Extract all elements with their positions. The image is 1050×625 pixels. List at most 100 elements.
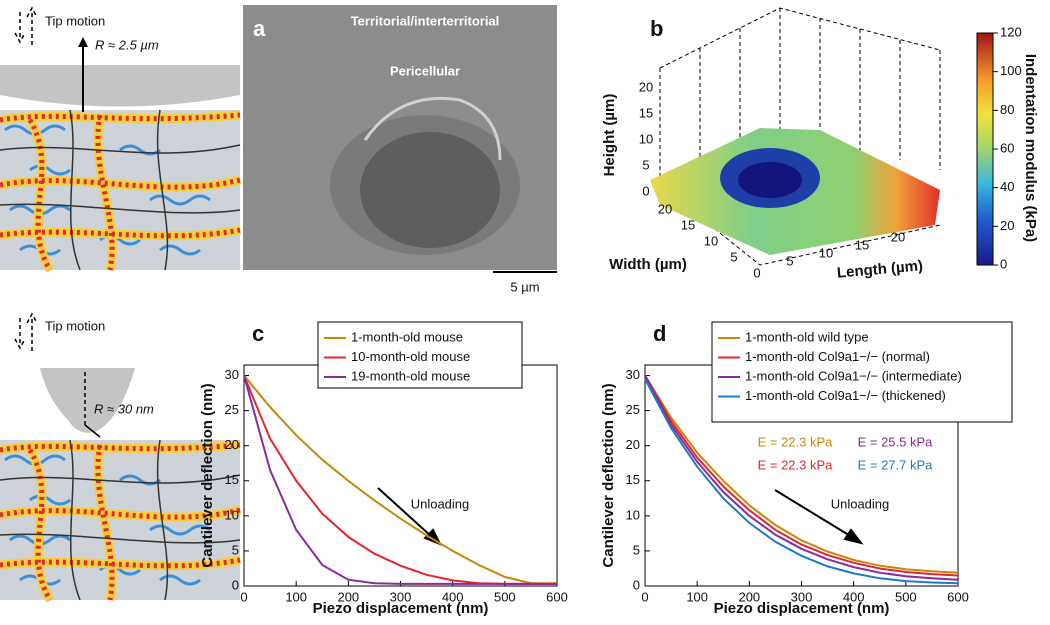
radius-arrow (84, 424, 101, 438)
y-tick-label: 0 (633, 577, 640, 592)
data-line (644, 375, 959, 581)
x-tick-label: 400 (843, 589, 865, 604)
pericellular-edge (363, 96, 502, 161)
x-axis-label: Piezo displacement (nm) (313, 600, 489, 617)
x-tick-label: 200 (337, 589, 359, 604)
axis-tick-label: 10 (819, 245, 833, 260)
annotation: Unloading (831, 496, 890, 511)
axis-tick-label: 0 (753, 265, 760, 280)
axis-tick-label: 5 (730, 249, 737, 264)
x-axis-label: Piezo displacement (nm) (714, 600, 890, 617)
axis-tick-label: 15 (639, 105, 653, 120)
axis-label: Height (µm) (601, 94, 618, 177)
x-tick-label: 100 (686, 589, 708, 604)
data-line (243, 375, 557, 585)
colorbar-tick-label: 60 (1000, 140, 1014, 155)
x-tick-label: 0 (641, 589, 648, 604)
x-tick-label: 0 (240, 589, 247, 604)
y-tick-label: 15 (225, 472, 239, 487)
annotation: E = 27.7 kPa (858, 457, 934, 472)
y-tick-label: 5 (633, 542, 640, 557)
plot-frame (243, 364, 558, 587)
axis-tick-label: 15 (855, 237, 869, 252)
axis-tick-label: 5 (786, 253, 793, 268)
panel-label: c (252, 321, 264, 346)
tip-motion: Tip motion (45, 318, 105, 333)
data-line (644, 374, 959, 574)
legend-label: 1-month-old wild type (745, 329, 869, 344)
axis-tick-label: 5 (642, 157, 649, 172)
axis-label: Width (µm) (609, 256, 687, 273)
axis-tick-label: 15 (681, 217, 695, 232)
y-tick-label: 25 (626, 402, 640, 417)
afm-tip-sphere (0, 65, 240, 107)
legend-label: 19-month-old mouse (351, 368, 470, 383)
panel-label: d (653, 321, 666, 346)
x-tick-label: 300 (791, 589, 813, 604)
cell-depression-core (738, 162, 802, 198)
y-tick-label: 30 (225, 367, 239, 382)
colorbar-tick-label: 20 (1000, 218, 1014, 233)
y-tick-label: 10 (626, 507, 640, 522)
x-tick-label: 300 (390, 589, 412, 604)
x-tick-label: 600 (947, 589, 969, 604)
annotation: Unloading (411, 496, 470, 511)
x-tick-label: 600 (546, 589, 568, 604)
y-tick-label: 0 (232, 577, 239, 592)
colorbar-tick-label: 100 (1000, 63, 1022, 78)
afm-tip-sharp (40, 368, 135, 433)
y-tick-label: 15 (626, 472, 640, 487)
y-axis-label: Cantilever deflection (nm) (199, 383, 216, 567)
x-tick-label: 400 (442, 589, 464, 604)
x-tick-label: 100 (285, 589, 307, 604)
colorbar-tick-label: 40 (1000, 179, 1014, 194)
tip-motion-arrows (14, 312, 38, 351)
colorbar-tick-label: 0 (1000, 256, 1007, 271)
y-tick-label: 20 (225, 437, 239, 452)
y-tick-label: 25 (225, 402, 239, 417)
y-tick-label: 20 (626, 437, 640, 452)
legend-label: 1-month-old Col9a1−/− (intermediate) (745, 368, 962, 383)
data-line (243, 375, 557, 585)
colorbar-tick-label: 120 (1000, 24, 1022, 39)
region-label: Territorial/interterritorial (351, 13, 500, 28)
axis-tick-label: 0 (642, 183, 649, 198)
data-line (644, 375, 959, 577)
tip-motion-arrows (14, 6, 38, 45)
legend-label: 1-month-old mouse (351, 329, 463, 344)
axis-label: Length (µm) (836, 257, 923, 281)
axis-tick-label: 20 (891, 229, 905, 244)
arrowhead (78, 37, 88, 47)
scale-bar-label: 5 µm (510, 279, 539, 294)
legend-box (317, 321, 523, 389)
x-tick-label: 500 (895, 589, 917, 604)
x-tick-label: 500 (494, 589, 516, 604)
colorbar (976, 32, 994, 266)
x-tick-label: 200 (738, 589, 760, 604)
panel-label: b (650, 16, 663, 41)
tip-radius: R ≈ 30 nm (94, 401, 154, 416)
axis-tick-label: 10 (639, 131, 653, 146)
region-label: Pericellular (390, 63, 460, 78)
cell-lacuna (360, 132, 500, 248)
legend-label: 1-month-old Col9a1−/− (thickened) (745, 388, 946, 403)
y-tick-label: 5 (232, 542, 239, 557)
tip-motion: Tip motion (45, 13, 105, 28)
data-line (644, 378, 959, 585)
axis-tick-label: 20 (639, 79, 653, 94)
axis-tick-label: 20 (658, 201, 672, 216)
data-line (243, 374, 557, 585)
legend-box (711, 321, 1013, 423)
annotation: E = 25.5 kPa (858, 434, 934, 449)
annotation: E = 22.3 kPa (758, 457, 834, 472)
colorbar-tick-label: 80 (1000, 102, 1014, 117)
colorbar-label: Indentation modulus (kPa) (1022, 54, 1039, 242)
tip-radius: R ≈ 2.5 µm (95, 37, 159, 52)
axis-tick-label: 10 (704, 233, 718, 248)
y-tick-label: 10 (225, 507, 239, 522)
legend-label: 10-month-old mouse (351, 349, 470, 364)
legend-label: 1-month-old Col9a1−/− (normal) (745, 349, 930, 364)
y-axis-label: Cantilever deflection (nm) (600, 383, 617, 567)
